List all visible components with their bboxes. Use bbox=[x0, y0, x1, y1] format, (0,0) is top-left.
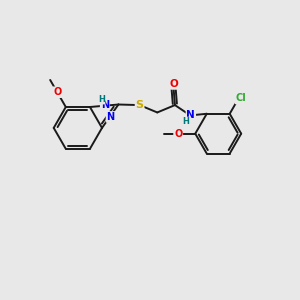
Text: O: O bbox=[174, 129, 182, 139]
Text: N: N bbox=[101, 100, 109, 110]
Text: N: N bbox=[187, 110, 195, 120]
Text: Cl: Cl bbox=[236, 94, 246, 103]
Text: H: H bbox=[98, 95, 105, 104]
Text: N: N bbox=[106, 112, 115, 122]
Text: O: O bbox=[169, 79, 178, 89]
Text: O: O bbox=[53, 87, 61, 97]
Text: H: H bbox=[182, 117, 189, 126]
Text: S: S bbox=[136, 100, 144, 110]
